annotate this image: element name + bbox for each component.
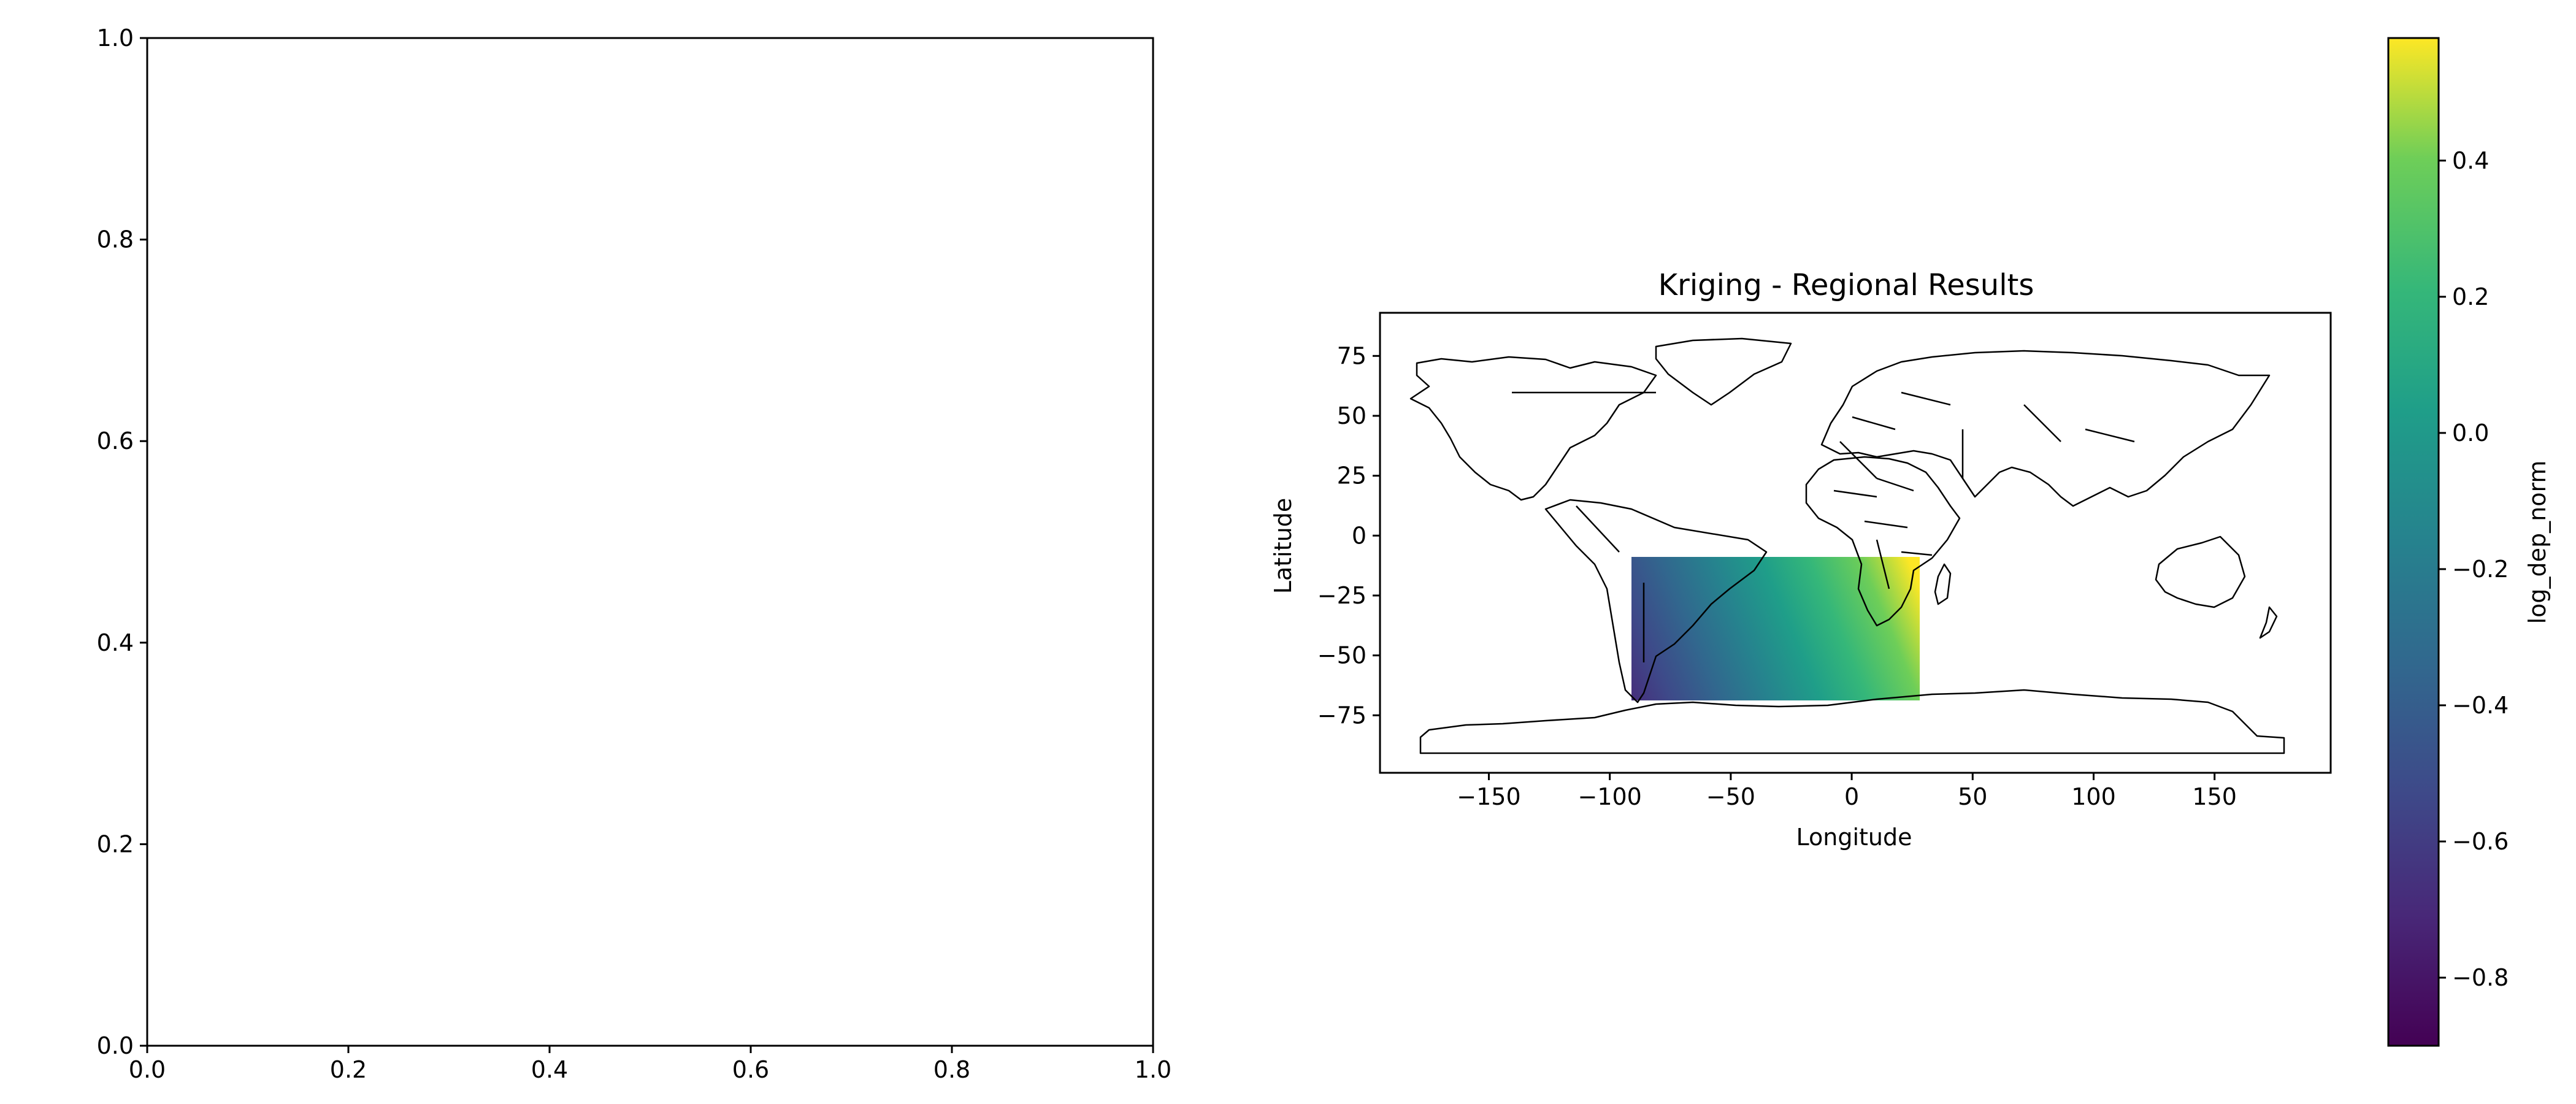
map-x-tick-label: −150 <box>1457 783 1520 810</box>
coastline-antarctica <box>1419 689 2285 754</box>
x-tick-label: 0.6 <box>732 1056 769 1083</box>
map-x-tick-label: −50 <box>1706 783 1755 810</box>
coastline-north-america <box>1409 356 1657 501</box>
y-tick-label: 0.6 <box>97 427 134 454</box>
map-x-tick-label: 100 <box>2071 783 2116 810</box>
empty-axes-xticks: 0.0 0.2 0.4 0.6 0.8 1.0 <box>129 1046 1171 1083</box>
y-tick-label: 0.4 <box>97 629 134 656</box>
map-yticks: 75 50 25 0 −25 −50 −75 <box>1317 342 1380 729</box>
colorbar: 0.4 0.2 0.0 −0.2 −0.4 −0.6 −0.8 log_dep_norm <box>2387 37 2551 1047</box>
colorbar-tick-label: −0.6 <box>2452 828 2509 855</box>
colorbar-ticks: 0.4 0.2 0.0 −0.2 −0.4 −0.6 −0.8 <box>2439 147 2509 991</box>
x-tick-label: 0.2 <box>330 1056 367 1083</box>
empty-axes-frame <box>146 37 1154 1047</box>
map-axes: Kriging - Regional Results −150 −100 −50 0 5… <box>1270 268 2332 851</box>
map-y-tick-label: −75 <box>1317 702 1367 729</box>
colorbar-tick-label: 0.0 <box>2452 420 2489 447</box>
x-tick-label: 1.0 <box>1135 1056 1171 1083</box>
y-tick-label: 0.8 <box>97 226 134 253</box>
border-lines <box>1512 391 2135 662</box>
map-y-tick-label: −25 <box>1317 582 1367 609</box>
map-x-tick-label: −100 <box>1577 783 1641 810</box>
coastline-australia <box>2155 535 2246 608</box>
map-ylabel: Latitude <box>1270 498 1297 594</box>
coastline-new-zealand <box>2259 606 2278 639</box>
coastline-south-america <box>1544 499 1768 703</box>
empty-axes: 0.0 0.2 0.4 0.6 0.8 1.0 0.0 0.2 0.4 0.6 0.8 1.0 <box>97 25 1172 1083</box>
map-y-tick-label: 50 <box>1337 402 1367 429</box>
colorbar-tick-label: −0.4 <box>2452 692 2509 719</box>
x-tick-label: 0.8 <box>933 1056 970 1083</box>
map-xticks: −150 −100 −50 0 50 100 150 <box>1457 773 2237 810</box>
map-y-tick-label: 0 <box>1352 522 1367 549</box>
map-y-tick-label: −50 <box>1317 642 1367 669</box>
colorbar-tick-label: −0.8 <box>2452 964 2509 991</box>
y-tick-label: 1.0 <box>97 25 134 52</box>
map-x-tick-label: 150 <box>2192 783 2237 810</box>
colorbar-label: log_dep_norm <box>2524 461 2551 624</box>
world-map <box>1409 337 2285 754</box>
colorbar-gradient <box>2387 37 2440 1047</box>
colorbar-tick-label: 0.2 <box>2452 283 2489 310</box>
map-y-tick-label: 75 <box>1337 342 1367 369</box>
coastline-greenland <box>1655 337 1792 406</box>
x-tick-label: 0.4 <box>531 1056 568 1083</box>
colorbar-tick-label: −0.2 <box>2452 556 2509 583</box>
map-title: Kriging - Regional Results <box>1658 268 2034 302</box>
y-tick-label: 0.2 <box>97 830 134 857</box>
map-x-tick-label: 50 <box>1958 783 1987 810</box>
coastline-africa <box>1805 456 1961 627</box>
kriging-field <box>1631 557 1920 700</box>
map-x-tick-label: 0 <box>1844 783 1859 810</box>
coastline-madagascar <box>1934 563 1952 605</box>
x-tick-label: 0.0 <box>129 1056 166 1083</box>
colorbar-tick-label: 0.4 <box>2452 147 2489 174</box>
coastline-eurasia <box>1820 350 2271 507</box>
map-y-tick-label: 25 <box>1337 462 1367 489</box>
empty-axes-yticks: 0.0 0.2 0.4 0.6 0.8 1.0 <box>97 25 147 1059</box>
map-xlabel: Longitude <box>1796 824 1912 851</box>
y-tick-label: 0.0 <box>97 1032 134 1059</box>
map-axes-frame <box>1379 312 2332 774</box>
